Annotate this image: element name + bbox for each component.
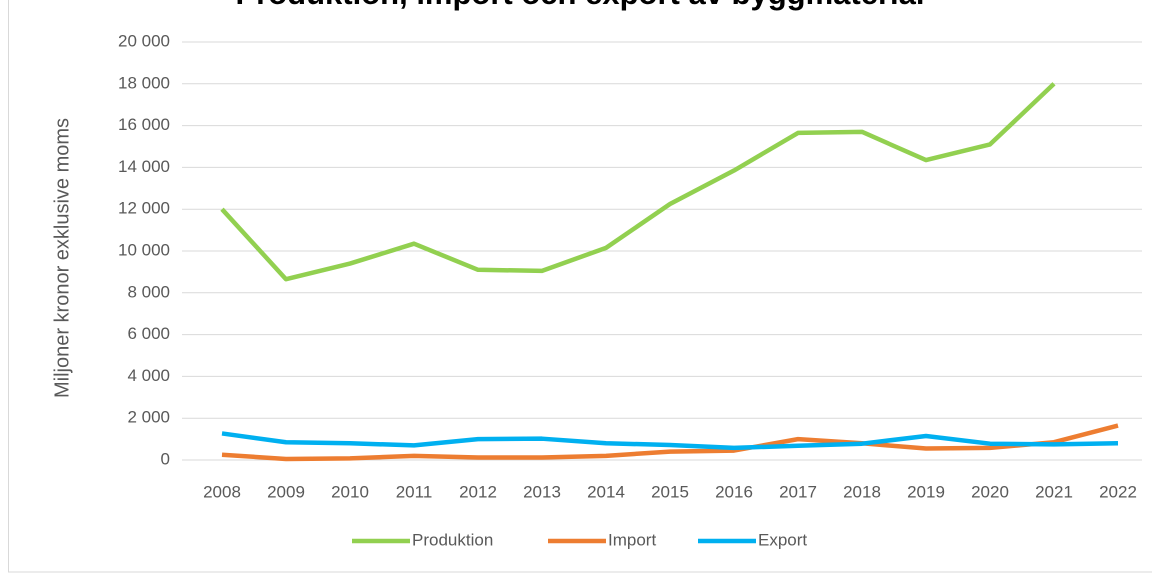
legend-label: Export [758,530,807,549]
x-tick-label: 2008 [203,482,241,501]
y-tick-label: 8 000 [127,282,170,301]
y-tick-label: 20 000 [118,31,170,50]
x-tick-label: 2015 [651,482,689,501]
x-tick-label: 2021 [1035,482,1073,501]
series-line [221,423,1119,462]
x-tick-label: 2018 [843,482,881,501]
x-tick-label: 2009 [267,482,305,501]
x-tick-label: 2022 [1099,482,1137,501]
chart-frame [8,0,1152,573]
x-tick-label: 2014 [587,482,625,501]
x-tick-label: 2016 [715,482,753,501]
x-tick-label: 2011 [396,482,433,501]
y-tick-label: 6 000 [127,324,170,343]
x-tick-label: 2012 [459,482,497,501]
series-line [220,82,1056,282]
x-tick-label: 2010 [331,482,369,501]
legend-label: Import [608,530,656,549]
x-tick-label: 2019 [907,482,945,501]
x-tick-label: 2017 [779,482,817,501]
x-tick-label: 2020 [971,482,1009,501]
y-axis-label: Miljoner kronor exklusive moms [51,118,73,398]
y-tick-label: 4 000 [127,366,170,385]
y-tick-label: 10 000 [118,240,170,259]
y-tick-label: 16 000 [118,115,170,134]
legend-label: Produktion [412,530,493,549]
y-tick-label: 2 000 [127,408,170,427]
chart-title: Produktion, import och export av byggmat… [236,0,925,11]
y-tick-label: 18 000 [118,73,170,92]
x-tick-label: 2013 [523,482,561,501]
series-line [221,431,1119,451]
y-tick-label: 14 000 [118,157,170,176]
y-tick-label: 0 [161,449,170,468]
y-tick-label: 12 000 [118,199,170,218]
